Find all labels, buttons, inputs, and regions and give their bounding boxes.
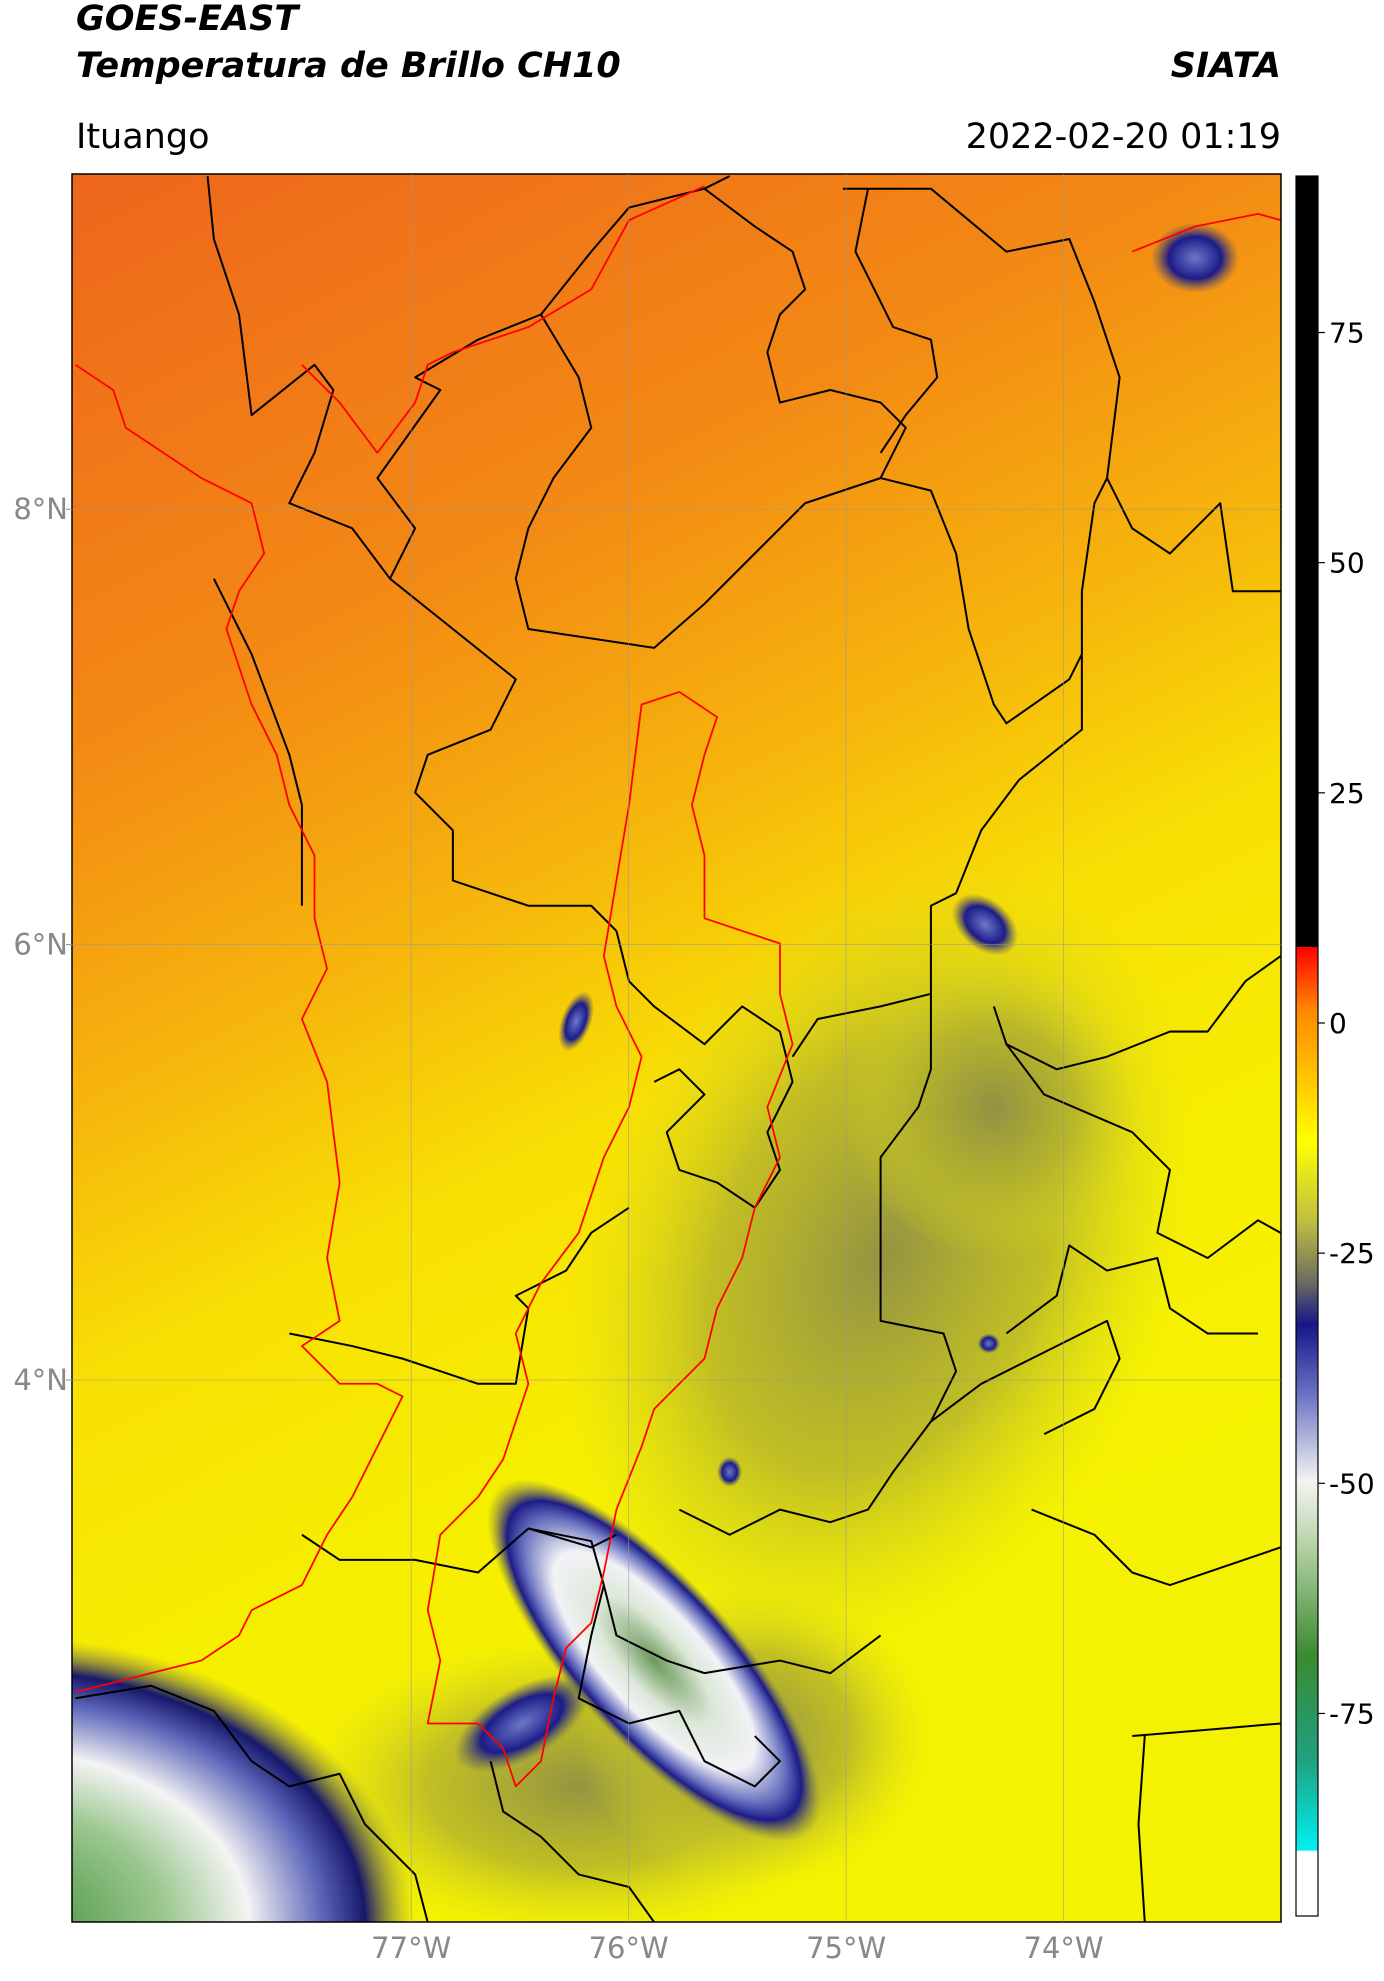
colorbar-tick-label: 0 [1329, 1007, 1347, 1040]
colorbar-tick-label: -75 [1329, 1697, 1375, 1730]
lon-tick-label: 77°W [371, 1931, 451, 1965]
colorbar-tick-label: -50 [1329, 1467, 1375, 1500]
axes: 77°W 76°W 75°W 74°W 8°N 6°N 4°N 75 50 25 0 -25 -50 -7… [13, 174, 1375, 1965]
colorbar-tick-label: 50 [1329, 547, 1365, 580]
location: Ituango [76, 117, 210, 157]
title: GOES-EAST [76, 0, 301, 39]
timestamp: 2022-02-20 01:19 [966, 117, 1281, 157]
lon-tick-label: 76°W [589, 1931, 669, 1965]
map-image [72, 174, 1281, 1922]
lat-tick-label: 4°N [13, 1363, 68, 1397]
brand: SIATA [1171, 46, 1281, 86]
subtitle: Temperatura de Brillo CH10 [76, 46, 621, 86]
map-frame [71, 173, 1282, 1923]
colorbar [1295, 175, 1319, 1917]
colorbar-tick-label: 25 [1329, 777, 1365, 810]
imagery [72, 175, 1281, 1922]
lat-tick-label: 6°N [13, 928, 68, 962]
lon-tick-label: 74°W [1024, 1931, 1104, 1965]
lon-tick-label: 75°W [806, 1931, 886, 1965]
lat-tick-label: 8°N [13, 492, 68, 526]
colorbar-tick-label: -25 [1329, 1237, 1375, 1270]
colorbar-tick-label: 75 [1329, 317, 1365, 350]
